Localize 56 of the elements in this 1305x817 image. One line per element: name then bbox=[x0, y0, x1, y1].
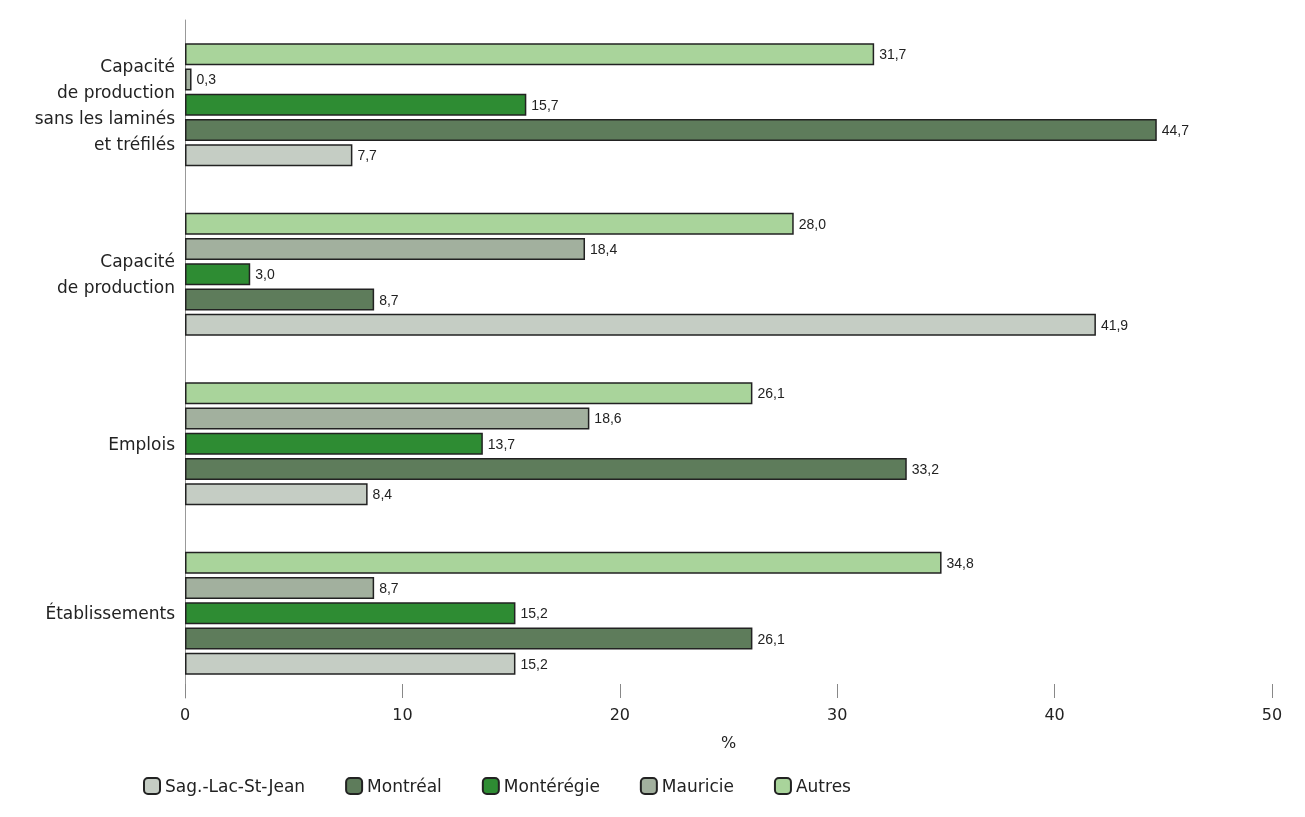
bar bbox=[185, 458, 907, 481]
x-axis-title: % bbox=[720, 732, 737, 752]
bar bbox=[185, 237, 586, 260]
data-label: 44,7 bbox=[1161, 122, 1190, 139]
data-label: 26,1 bbox=[757, 630, 785, 647]
bar bbox=[185, 119, 1157, 142]
bar bbox=[185, 43, 875, 66]
bar bbox=[185, 602, 516, 625]
data-label: 15,2 bbox=[520, 655, 548, 672]
legend-label: Montérégie bbox=[503, 776, 600, 796]
bar bbox=[185, 288, 375, 311]
data-label: 33,2 bbox=[911, 461, 940, 478]
y-tick-label: Capacité de production bbox=[57, 251, 175, 298]
bar bbox=[185, 212, 794, 235]
data-label: 7,7 bbox=[357, 147, 378, 164]
bar bbox=[185, 627, 753, 650]
data-label: 15,7 bbox=[531, 96, 559, 113]
data-label: 18,6 bbox=[594, 410, 622, 427]
legend-label: Sag.-Lac-St-Jean bbox=[165, 776, 306, 796]
x-tick-label: 0 bbox=[179, 704, 191, 724]
legend-label: Montréal bbox=[367, 776, 442, 796]
x-tick-label: 40 bbox=[1044, 704, 1065, 724]
data-label: 8,7 bbox=[379, 579, 399, 596]
bar bbox=[185, 432, 483, 455]
bar bbox=[185, 576, 375, 599]
data-label: 3,0 bbox=[255, 266, 275, 283]
data-label: 8,4 bbox=[372, 486, 393, 503]
data-label: 31,7 bbox=[879, 46, 907, 63]
bar bbox=[185, 263, 251, 286]
data-label: 0,3 bbox=[196, 71, 217, 88]
data-label: 13,7 bbox=[487, 435, 516, 452]
x-tick-label: 10 bbox=[392, 704, 413, 724]
y-tick-label: Capacité de production sans les laminés et tréfilés bbox=[34, 55, 176, 154]
data-label: 8,7 bbox=[379, 291, 399, 308]
bar bbox=[185, 93, 527, 116]
bar bbox=[185, 483, 368, 506]
bar bbox=[185, 407, 590, 430]
y-tick-label: Établissements bbox=[45, 602, 176, 624]
data-label: 26,1 bbox=[757, 385, 785, 402]
bar bbox=[185, 382, 753, 405]
data-label: 34,8 bbox=[946, 554, 975, 571]
bar bbox=[185, 313, 1096, 336]
x-tick-label: 30 bbox=[827, 704, 848, 724]
data-label: 15,2 bbox=[520, 605, 548, 622]
y-tick-label: Emplois bbox=[108, 433, 176, 454]
bar bbox=[185, 68, 192, 91]
legend-label: Autres bbox=[795, 776, 852, 796]
data-label: 18,4 bbox=[590, 240, 618, 257]
x-tick-label: 20 bbox=[609, 704, 630, 724]
bar bbox=[185, 652, 516, 675]
bar bbox=[185, 144, 353, 167]
data-label: 41,9 bbox=[1100, 316, 1129, 333]
x-tick-label: 50 bbox=[1261, 704, 1283, 724]
data-label: 28,0 bbox=[798, 215, 827, 232]
legend-label: Mauricie bbox=[661, 776, 734, 796]
bar bbox=[185, 551, 942, 574]
